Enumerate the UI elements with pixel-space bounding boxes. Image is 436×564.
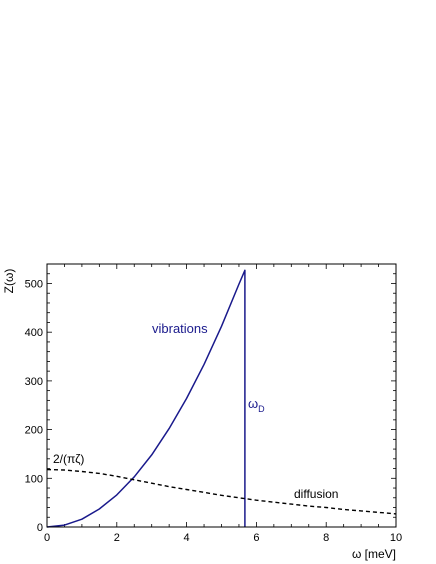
- omega-d-label: ωD: [248, 396, 265, 414]
- x-tick-label: 6: [253, 532, 259, 544]
- limit-label: 2/(πζ): [53, 452, 84, 466]
- y-tick-label: 0: [37, 522, 43, 534]
- x-tick-label: 8: [323, 532, 329, 544]
- y-tick-label: 100: [25, 473, 43, 485]
- diffusion-label: diffusion: [294, 487, 338, 501]
- y-tick-label: 400: [25, 327, 43, 339]
- y-tick-label: 500: [25, 278, 43, 290]
- x-axis-label: ω [meV]: [352, 547, 396, 561]
- y-tick-label: 200: [25, 425, 43, 437]
- y-axis-label: Z(ω): [2, 269, 16, 294]
- omega-d-subscript: D: [258, 404, 265, 414]
- series-line-vibrations: [46, 269, 246, 528]
- series-line-diffusion: [46, 468, 397, 515]
- vibrations-label: vibrations: [152, 321, 208, 336]
- series-layer: [46, 269, 397, 528]
- plot-frame: [46, 263, 397, 528]
- omega-d-symbol: ω: [248, 396, 258, 411]
- x-tick-label: 2: [114, 532, 120, 544]
- y-tick-label: 300: [25, 376, 43, 388]
- x-tick-label: 0: [44, 532, 50, 544]
- x-tick-label: 10: [390, 532, 402, 544]
- x-tick-label: 4: [184, 532, 190, 544]
